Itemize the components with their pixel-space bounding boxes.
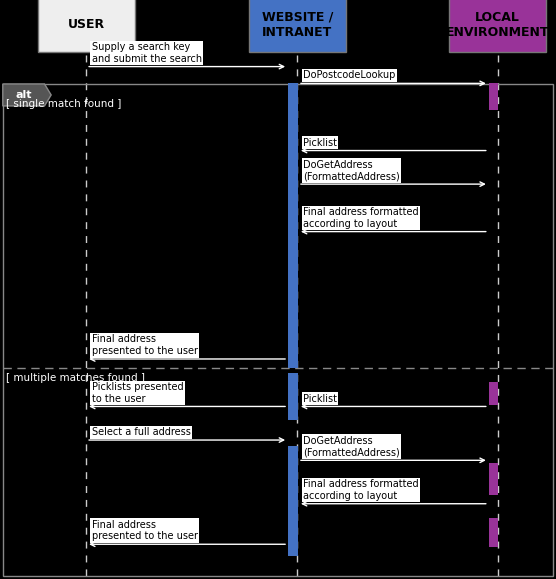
Bar [288,446,298,556]
Text: [ single match found ]: [ single match found ] [6,99,121,109]
Bar [449,0,546,52]
Text: Picklists presented
to the user: Picklists presented to the user [92,382,183,404]
Text: alt: alt [16,90,32,100]
Text: Final address
presented to the user: Final address presented to the user [92,335,198,356]
Text: Final address formatted
according to layout: Final address formatted according to lay… [303,479,419,501]
Text: DoGetAddress
(FormattedAddress): DoGetAddress (FormattedAddress) [303,436,400,457]
Bar [288,83,298,368]
Text: USER: USER [68,18,105,31]
Bar [249,0,346,52]
Bar [489,463,498,495]
Text: LOCAL
ENVIRONMENT: LOCAL ENVIRONMENT [446,10,549,39]
Bar [489,518,498,547]
Text: Select a full address: Select a full address [92,427,191,437]
Bar [38,0,135,52]
Text: Picklist: Picklist [303,394,337,404]
Text: Final address
presented to the user: Final address presented to the user [92,520,198,541]
Bar [489,83,498,110]
Bar [3,84,553,576]
Text: [ multiple matches found ]: [ multiple matches found ] [6,372,145,383]
Text: Picklist: Picklist [303,138,337,148]
Bar [489,382,498,405]
Text: WEBSITE /
INTRANET: WEBSITE / INTRANET [262,10,333,39]
Text: DoGetAddress
(FormattedAddress): DoGetAddress (FormattedAddress) [303,160,400,181]
Text: DoPostcodeLookup: DoPostcodeLookup [303,71,395,80]
Bar [288,373,298,420]
Text: Supply a search key
and submit the search: Supply a search key and submit the searc… [92,42,202,64]
Polygon shape [3,84,51,106]
Text: Final address formatted
according to layout: Final address formatted according to lay… [303,207,419,229]
